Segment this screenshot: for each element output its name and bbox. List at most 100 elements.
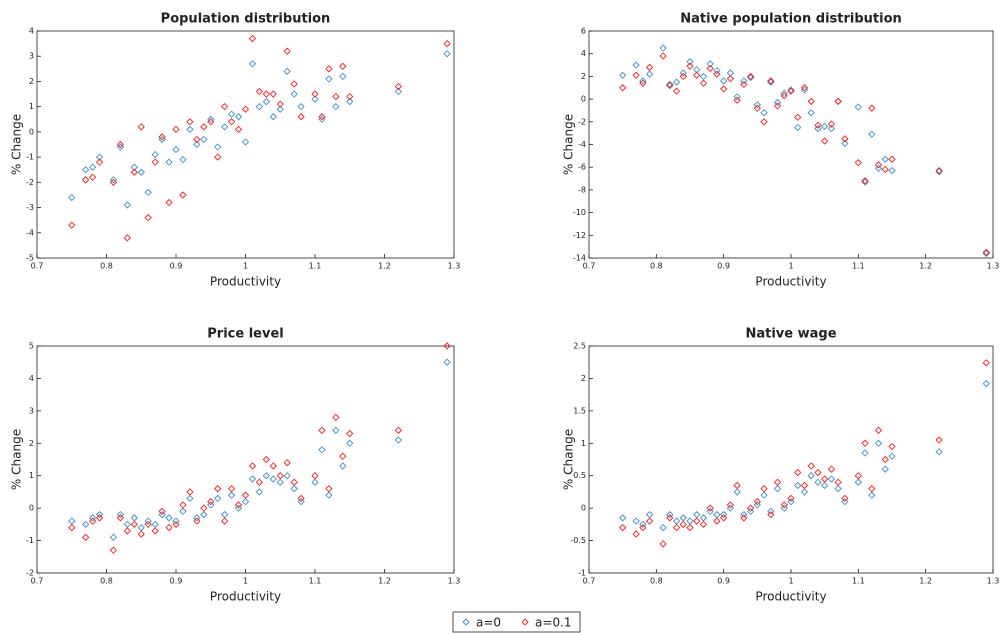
data-point [241,138,250,146]
y-tick-label: -4 [578,140,586,149]
data-point [137,523,145,532]
x-tick-label: 0.9 [717,262,730,271]
data-point [767,77,775,85]
data-point [773,102,782,110]
data-point [346,97,354,106]
y-tick-label: -4 [26,228,34,237]
data-point [827,475,836,483]
data-point [733,96,741,104]
data-point [753,101,761,109]
data-point [935,166,943,175]
data-point [780,501,788,509]
data-point [318,426,326,434]
x-axis-label: Productivity [755,590,826,604]
data-point [645,510,654,519]
data-point [632,517,640,525]
chart-title: Native population distribution [680,12,902,27]
x-tick-label: 1.2 [378,577,391,586]
data-point [773,478,782,486]
data-point [325,65,333,73]
data-point [262,455,270,464]
data-point [276,105,284,113]
data-point [619,514,627,522]
data-point [221,517,229,525]
data-point [807,462,815,470]
data-point [841,135,849,143]
data-point [874,164,883,172]
data-point [874,439,883,447]
data-point [165,158,173,166]
data-point [693,517,701,525]
data-point [733,481,741,490]
x-tick-label: 0.9 [170,577,183,586]
data-point [814,468,822,477]
data-point [318,113,326,121]
data-point [186,118,194,126]
y-tick-label: 4 [29,27,34,36]
data-point [151,527,159,535]
data-point [207,115,215,123]
data-point [186,494,194,503]
y-tick-label: -1 [578,569,586,578]
y-tick-label: 6 [581,27,586,36]
data-point [269,113,277,121]
data-point [645,70,654,78]
data-point [109,533,118,541]
data-point [95,510,104,519]
y-tick-label: 0.5 [573,471,586,480]
legend-marker [521,618,529,626]
data-point [221,510,229,519]
data-point [193,517,201,525]
data-point [394,426,403,434]
data-point [827,124,836,133]
data-point [325,75,333,83]
data-point [760,109,768,117]
data-point [283,472,291,480]
data-point [794,468,802,477]
data-point [241,498,250,506]
data-point [746,504,755,512]
data-point [720,77,728,85]
data-point [827,465,836,473]
chart-title: Native wage [745,327,836,342]
data-point [720,514,728,522]
data-point [746,72,755,81]
data-point [165,514,173,522]
data-point [394,436,403,444]
y-axis-label: % Change [562,429,576,490]
x-tick-label: 1.2 [919,262,932,271]
data-point [290,485,298,493]
data-point [123,527,131,535]
y-tick-label: -14 [573,254,586,263]
data-point [619,84,627,92]
data-point [332,426,340,434]
data-point [262,90,270,98]
data-point [193,135,201,144]
data-point [137,168,145,176]
x-tick-label: 1.3 [448,262,461,271]
data-point [800,86,809,94]
data-point [255,103,264,111]
data-point [982,249,990,258]
x-tick-label: 0.7 [31,577,44,586]
data-point [672,523,681,532]
data-point [679,520,687,528]
data-point [262,472,270,480]
y-tick-label: 0 [29,127,34,136]
data-point [935,168,943,176]
data-point [130,520,138,528]
data-point [214,485,222,493]
data-point [821,481,829,490]
y-tick-label: 2 [581,374,586,383]
y-tick-label: 2 [581,72,586,81]
data-point [760,491,768,499]
data-point [88,517,97,525]
data-point [158,507,166,516]
y-tick-label: -3 [26,203,34,212]
data-point [834,97,842,106]
data-point [443,50,451,58]
data-point [666,510,674,519]
data-point [699,72,708,81]
data-point [645,517,654,525]
